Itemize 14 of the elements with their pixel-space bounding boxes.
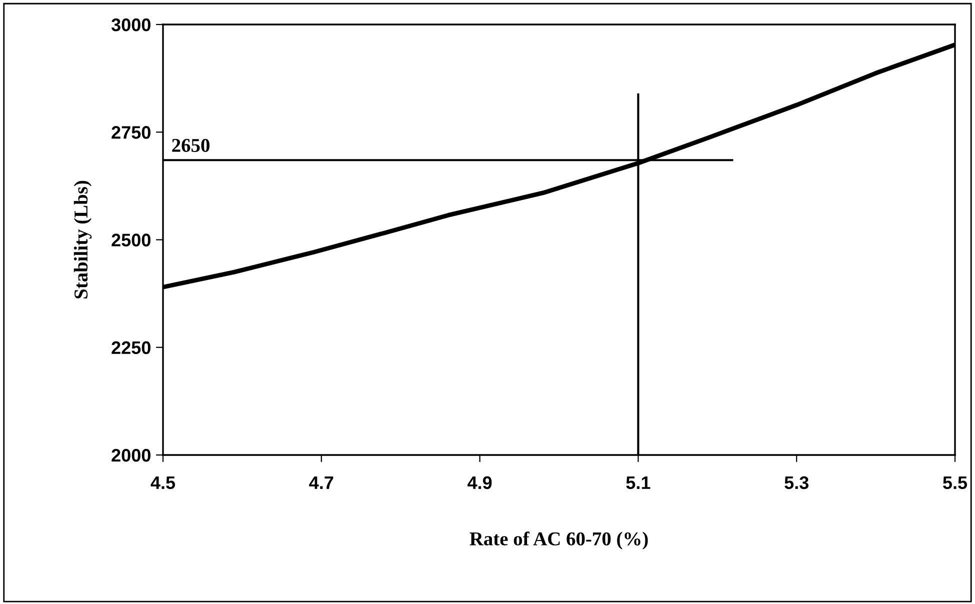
x-tick-label: 4.5 [150, 476, 176, 490]
x-tick-label: 4.9 [468, 476, 492, 490]
y-axis-title: Stability (Lbs) [74, 180, 92, 298]
x-tick-label: 5.5 [943, 476, 968, 490]
x-tick-label: 4.7 [309, 476, 334, 489]
x-axis-title: Rate of AC 60-70 (%) [470, 532, 648, 550]
y-tick-label: 2500 [112, 234, 150, 246]
y-tick-label: 2250 [112, 341, 150, 354]
annotation: 2650 [172, 138, 210, 152]
y-tick-label: 3000 [111, 18, 150, 32]
y-tick-label: 2000 [112, 448, 150, 462]
y-tick-label: 2750 [112, 126, 150, 139]
x-tick-label: 5.3 [784, 476, 808, 490]
x-tick-label: 5.1 [626, 476, 650, 490]
